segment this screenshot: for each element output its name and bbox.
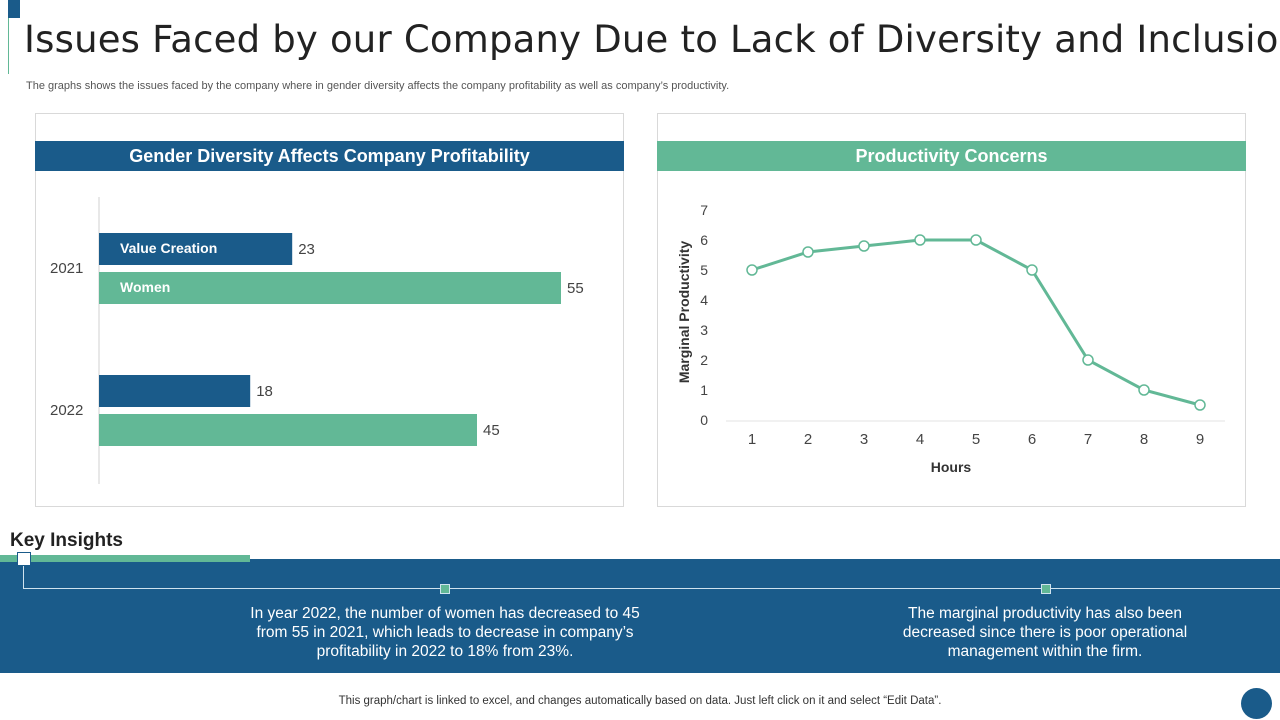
- y-tick-label: 3: [700, 322, 708, 338]
- x-tick-label: 7: [1084, 431, 1092, 448]
- key-insights-connector-horizontal: [23, 588, 1280, 589]
- data-point-hour-4: [914, 234, 926, 246]
- x-axis-title: Hours: [931, 459, 972, 475]
- page-title: Issues Faced by our Company Due to Lack …: [24, 18, 1280, 61]
- key-insights-title: Key Insights: [10, 530, 123, 551]
- y-tick-label: 2: [700, 352, 708, 368]
- data-point-hour-5: [970, 234, 982, 246]
- insight-marker-1: [440, 584, 450, 594]
- x-tick-label: 4: [916, 431, 924, 448]
- footer-note: This graph/chart is linked to excel, and…: [338, 695, 942, 707]
- key-insights-connector-vertical: [23, 562, 24, 589]
- bar-2021-women: [99, 272, 561, 304]
- x-tick-label: 1: [748, 431, 756, 448]
- y-axis-title: Marginal Productivity: [676, 241, 692, 384]
- data-point-hour-6: [1026, 264, 1038, 276]
- x-tick-label: 5: [972, 431, 980, 448]
- line-chart[interactable]: 0 1 2 3 4 5 6 7 1 2 3 4 5 6 7 8 9 Hours Marginal Productiv…: [658, 114, 1245, 506]
- y-tick-label: 4: [700, 292, 708, 308]
- productivity-header: Productivity Concerns: [657, 141, 1246, 171]
- series-line-productivity: [751, 238, 1201, 407]
- key-insights-start-marker: [17, 552, 31, 566]
- bar-series-label: Women: [120, 279, 170, 295]
- data-point-hour-8: [1138, 384, 1150, 396]
- bar-series-label: Value Creation: [120, 240, 217, 256]
- y-tick-label: 1: [700, 382, 708, 398]
- insight-text-1: In year 2022, the number of women has de…: [250, 605, 640, 660]
- data-point-hour-1: [746, 264, 758, 276]
- y-tick-label: 0: [700, 412, 708, 428]
- title-accent-bar: [8, 0, 20, 18]
- x-tick-label: 6: [1028, 431, 1036, 448]
- bar-2022-value-creation: [99, 375, 251, 407]
- data-point-hour-9: [1194, 399, 1206, 411]
- x-tick-label: 3: [860, 431, 868, 448]
- profitability-header: Gender Diversity Affects Company Profita…: [35, 141, 624, 171]
- data-point-hour-7: [1082, 354, 1094, 366]
- bar-2022-women: [99, 414, 477, 446]
- bar-value-label: 55: [567, 280, 584, 297]
- y-tick-label: 5: [700, 262, 708, 278]
- bar-value-label: 23: [298, 241, 315, 258]
- y-tick-label: 7: [700, 202, 708, 218]
- key-insights-underline: [0, 555, 250, 562]
- insight-text-2: The marginal productivity has also been …: [902, 605, 1188, 660]
- x-tick-label: 8: [1140, 431, 1148, 448]
- data-point-hour-2: [802, 246, 814, 258]
- y-tick-label: 6: [700, 232, 708, 248]
- key-insights-band: [0, 559, 1280, 673]
- bar-value-label: 45: [483, 422, 500, 439]
- bar-chart[interactable]: 2021 23 Value Creation 55 Women 2022 18 45: [36, 114, 623, 506]
- title-accent-line: [8, 18, 9, 74]
- data-point-hour-3: [858, 240, 870, 252]
- x-tick-label: 2: [804, 431, 812, 448]
- bar-category-label-2022: 2022: [50, 402, 83, 419]
- corner-decoration: [1241, 688, 1272, 719]
- productivity-panel: Productivity Concerns 0 1 2 3 4 5 6 7 1 2 3 4 5 6 7 8 9 H…: [657, 113, 1246, 507]
- x-tick-label: 9: [1196, 431, 1204, 448]
- insight-marker-2: [1041, 584, 1051, 594]
- bar-2021-value-creation: [99, 233, 293, 265]
- page-subtitle: The graphs shows the issues faced by the…: [26, 80, 730, 92]
- bar-value-label: 18: [256, 383, 273, 400]
- bar-category-label-2021: 2021: [50, 260, 83, 277]
- profitability-panel: Gender Diversity Affects Company Profita…: [35, 113, 624, 507]
